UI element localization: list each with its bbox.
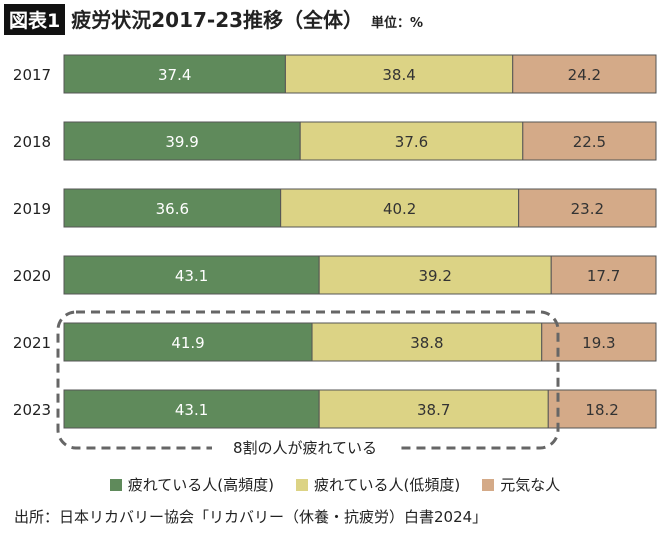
data-label: 39.9 (165, 133, 198, 151)
data-label: 38.7 (417, 401, 450, 419)
legend-item: 元気な人 (482, 474, 560, 495)
data-label: 18.2 (585, 401, 618, 419)
data-label: 24.2 (568, 66, 601, 84)
data-label: 41.9 (171, 334, 204, 352)
header: 図表1 疲労状況2017-23推移（全体） 単位：% (4, 4, 423, 35)
category-label: 2018 (13, 133, 51, 151)
data-label: 40.2 (383, 200, 416, 218)
category-label: 2017 (13, 66, 51, 84)
bar-segment (63, 389, 320, 429)
legend-label: 元気な人 (500, 476, 561, 494)
legend-swatch (295, 478, 308, 491)
data-label: 43.1 (175, 401, 208, 419)
legend-swatch (109, 478, 122, 491)
bar-segment (518, 188, 657, 228)
legend-label: 疲れている人(低頻度) (313, 476, 461, 494)
legend-label: 疲れている人(高頻度) (127, 476, 274, 494)
bar-segment (63, 255, 320, 295)
category-label: 2021 (13, 334, 51, 352)
bar-segment (311, 322, 543, 362)
legend: 疲れている人(高頻度) 疲れている人(低頻度) 元気な人 (0, 474, 670, 495)
data-label: 19.3 (582, 334, 615, 352)
data-label: 37.6 (395, 133, 428, 151)
category-label: 2020 (13, 267, 51, 285)
data-label: 38.4 (382, 66, 415, 84)
data-label: 38.8 (410, 334, 443, 352)
bar-segment (280, 188, 520, 228)
bar-segment (512, 54, 657, 94)
category-label: 2023 (13, 401, 51, 419)
bar-segment (63, 121, 301, 161)
bar-segment (541, 322, 657, 362)
plot-area: 2017 37.4 38.4 24.2 2018 39.9 37.6 22.5 2019 36.6… (13, 54, 657, 458)
data-label: 36.6 (156, 200, 189, 218)
annotation-box (56, 310, 560, 450)
bar-segment (318, 389, 549, 429)
source-note: 出所：日本リカバリー協会「リカバリー（休養・抗疲労）白書2024」 (14, 508, 488, 526)
data-label: 22.5 (573, 133, 606, 151)
category-label: 2019 (13, 200, 51, 218)
bar-segment (522, 121, 657, 161)
legend-item: 疲れている人(高頻度) (109, 474, 274, 495)
data-label: 17.7 (587, 267, 620, 285)
data-label: 23.2 (571, 200, 604, 218)
data-label: 39.2 (418, 267, 451, 285)
unit-label: 単位：% (371, 16, 424, 31)
bar-segment (284, 54, 514, 94)
annotation-label: 8割の人が疲れている (233, 439, 377, 457)
legend-item: 疲れている人(低頻度) (295, 474, 461, 495)
legend-swatch (482, 478, 495, 491)
chart-title: 疲労状況2017-23推移（全体） (71, 8, 364, 32)
annotation-bg (212, 436, 398, 458)
bar-segment (550, 255, 657, 295)
data-label: 37.4 (158, 66, 191, 84)
data-label: 43.1 (175, 267, 208, 285)
bar-segment (63, 54, 286, 94)
figure-badge: 図表1 (4, 4, 66, 35)
bar-segment (299, 121, 524, 161)
bar-segment (547, 389, 657, 429)
